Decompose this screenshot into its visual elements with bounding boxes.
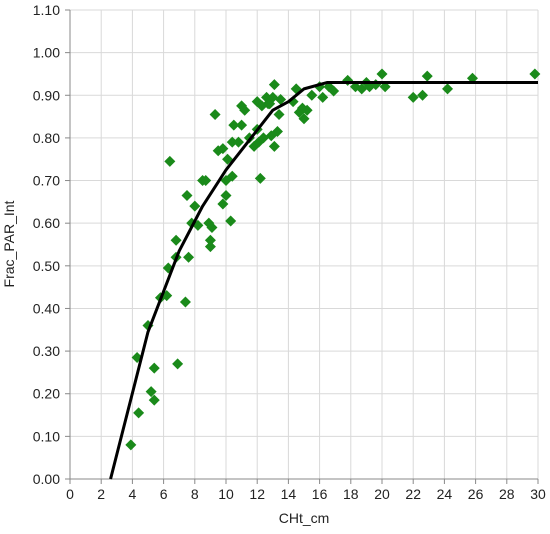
x-tick-label: 18 <box>343 486 359 502</box>
data-point <box>206 221 218 233</box>
data-point <box>301 104 313 116</box>
data-point <box>225 215 237 227</box>
y-tick-label: 0.70 <box>33 173 60 189</box>
data-point <box>148 394 160 406</box>
x-tick-label: 26 <box>468 486 484 502</box>
data-point <box>217 143 229 155</box>
data-point <box>183 251 195 263</box>
data-point <box>145 386 157 398</box>
y-tick-label: 0.60 <box>33 215 60 231</box>
data-point <box>379 81 391 93</box>
data-point <box>407 91 419 103</box>
data-point <box>417 89 429 101</box>
y-tick-label: 1.00 <box>33 45 60 61</box>
data-point <box>328 85 340 97</box>
data-point <box>466 72 478 84</box>
y-tick-label: 0.10 <box>33 428 60 444</box>
gridlines <box>69 9 539 480</box>
data-point <box>268 79 280 91</box>
data-point <box>421 70 433 82</box>
axes <box>65 9 539 484</box>
data-point <box>529 68 541 80</box>
x-tick-label: 2 <box>97 486 105 502</box>
data-point <box>442 83 454 95</box>
data-point <box>133 407 145 419</box>
data-point <box>342 74 354 86</box>
fit-curve-line <box>109 80 538 480</box>
y-tick-label: 0.80 <box>33 130 60 146</box>
data-point <box>200 175 212 187</box>
y-tick-label: 0.90 <box>33 87 60 103</box>
data-point <box>356 83 368 95</box>
data-point <box>306 89 318 101</box>
data-point <box>226 170 238 182</box>
y-tick-label: 0.50 <box>33 258 60 274</box>
plot-area <box>109 68 541 480</box>
x-tick-label: 8 <box>191 486 199 502</box>
data-point <box>170 234 182 246</box>
data-point <box>148 362 160 374</box>
data-point <box>204 241 216 253</box>
y-axis-title: Frac_PAR_Int <box>1 200 17 287</box>
data-point <box>271 126 283 138</box>
tick-labels: 0 2 4 6 8 10 12 14 16 18 20 22 24 26 28 300.000.100.200… <box>33 2 546 502</box>
x-tick-label: 24 <box>437 486 453 502</box>
y-tick-label: 0.40 <box>33 300 60 316</box>
x-tick-label: 28 <box>499 486 515 502</box>
data-point <box>164 155 176 167</box>
x-axis-title: CHt_cm <box>279 510 330 526</box>
x-tick-label: 30 <box>530 486 546 502</box>
x-tick-label: 16 <box>312 486 328 502</box>
data-point <box>239 104 251 116</box>
x-tick-label: 14 <box>281 486 297 502</box>
data-point <box>181 189 193 201</box>
data-point <box>298 113 310 125</box>
data-point <box>189 200 201 212</box>
data-point <box>226 136 238 148</box>
y-tick-label: 0.00 <box>33 471 60 487</box>
data-point <box>275 94 287 106</box>
data-point <box>217 198 229 210</box>
x-tick-label: 10 <box>218 486 234 502</box>
data-point <box>209 108 221 120</box>
data-point <box>273 108 285 120</box>
data-point <box>376 68 388 80</box>
data-point <box>232 136 244 148</box>
data-point <box>317 91 329 103</box>
data-point <box>257 132 269 144</box>
data-point <box>204 234 216 246</box>
x-tick-label: 6 <box>160 486 168 502</box>
x-tick-label: 12 <box>249 486 265 502</box>
data-point <box>267 91 279 103</box>
x-tick-label: 4 <box>129 486 137 502</box>
data-point <box>172 358 184 370</box>
x-tick-label: 22 <box>405 486 421 502</box>
data-point <box>236 119 248 131</box>
data-point <box>125 439 137 451</box>
y-tick-label: 0.30 <box>33 343 60 359</box>
data-point <box>268 140 280 152</box>
data-point <box>220 189 232 201</box>
y-tick-label: 0.20 <box>33 386 60 402</box>
y-tick-label: 1.10 <box>33 2 60 18</box>
x-tick-label: 0 <box>66 486 74 502</box>
data-point <box>179 296 191 308</box>
data-point <box>254 172 266 184</box>
x-tick-label: 20 <box>374 486 390 502</box>
data-point <box>228 119 240 131</box>
